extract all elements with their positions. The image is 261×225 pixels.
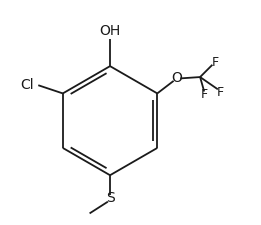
Text: F: F: [217, 86, 224, 99]
Text: S: S: [106, 191, 114, 205]
Text: OH: OH: [99, 23, 121, 38]
Text: O: O: [171, 71, 182, 86]
Text: F: F: [201, 88, 208, 101]
Text: Cl: Cl: [21, 78, 34, 92]
Text: F: F: [211, 56, 219, 69]
